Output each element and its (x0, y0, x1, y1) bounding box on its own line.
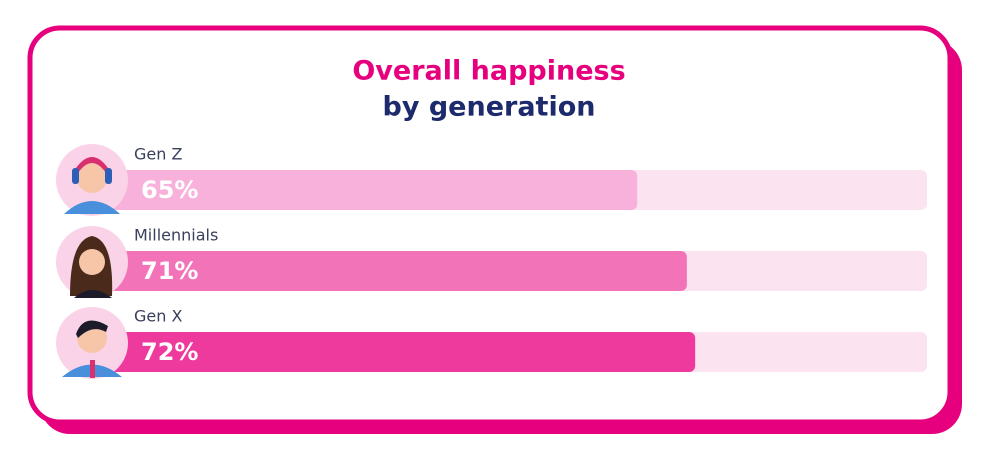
value-label: 71% (141, 257, 198, 285)
chart-title: Overall happiness (352, 56, 625, 87)
bars: Gen Z 65% Millennials 71% Gen X 72% (99, 145, 927, 372)
card (27, 25, 953, 425)
avatar-millennials (56, 226, 128, 298)
avatar-gen-z (56, 144, 128, 216)
chart-subtitle: by generation (383, 92, 596, 123)
value-label: 72% (141, 338, 198, 366)
category-label: Gen Z (134, 145, 182, 164)
value-label: 65% (141, 176, 198, 204)
bar (99, 332, 696, 372)
category-label: Gen X (134, 307, 182, 326)
category-label: Millennials (134, 226, 218, 245)
bar (99, 251, 687, 291)
avatar-gen-x (56, 307, 128, 379)
bar (99, 170, 638, 210)
avatars (56, 144, 128, 379)
